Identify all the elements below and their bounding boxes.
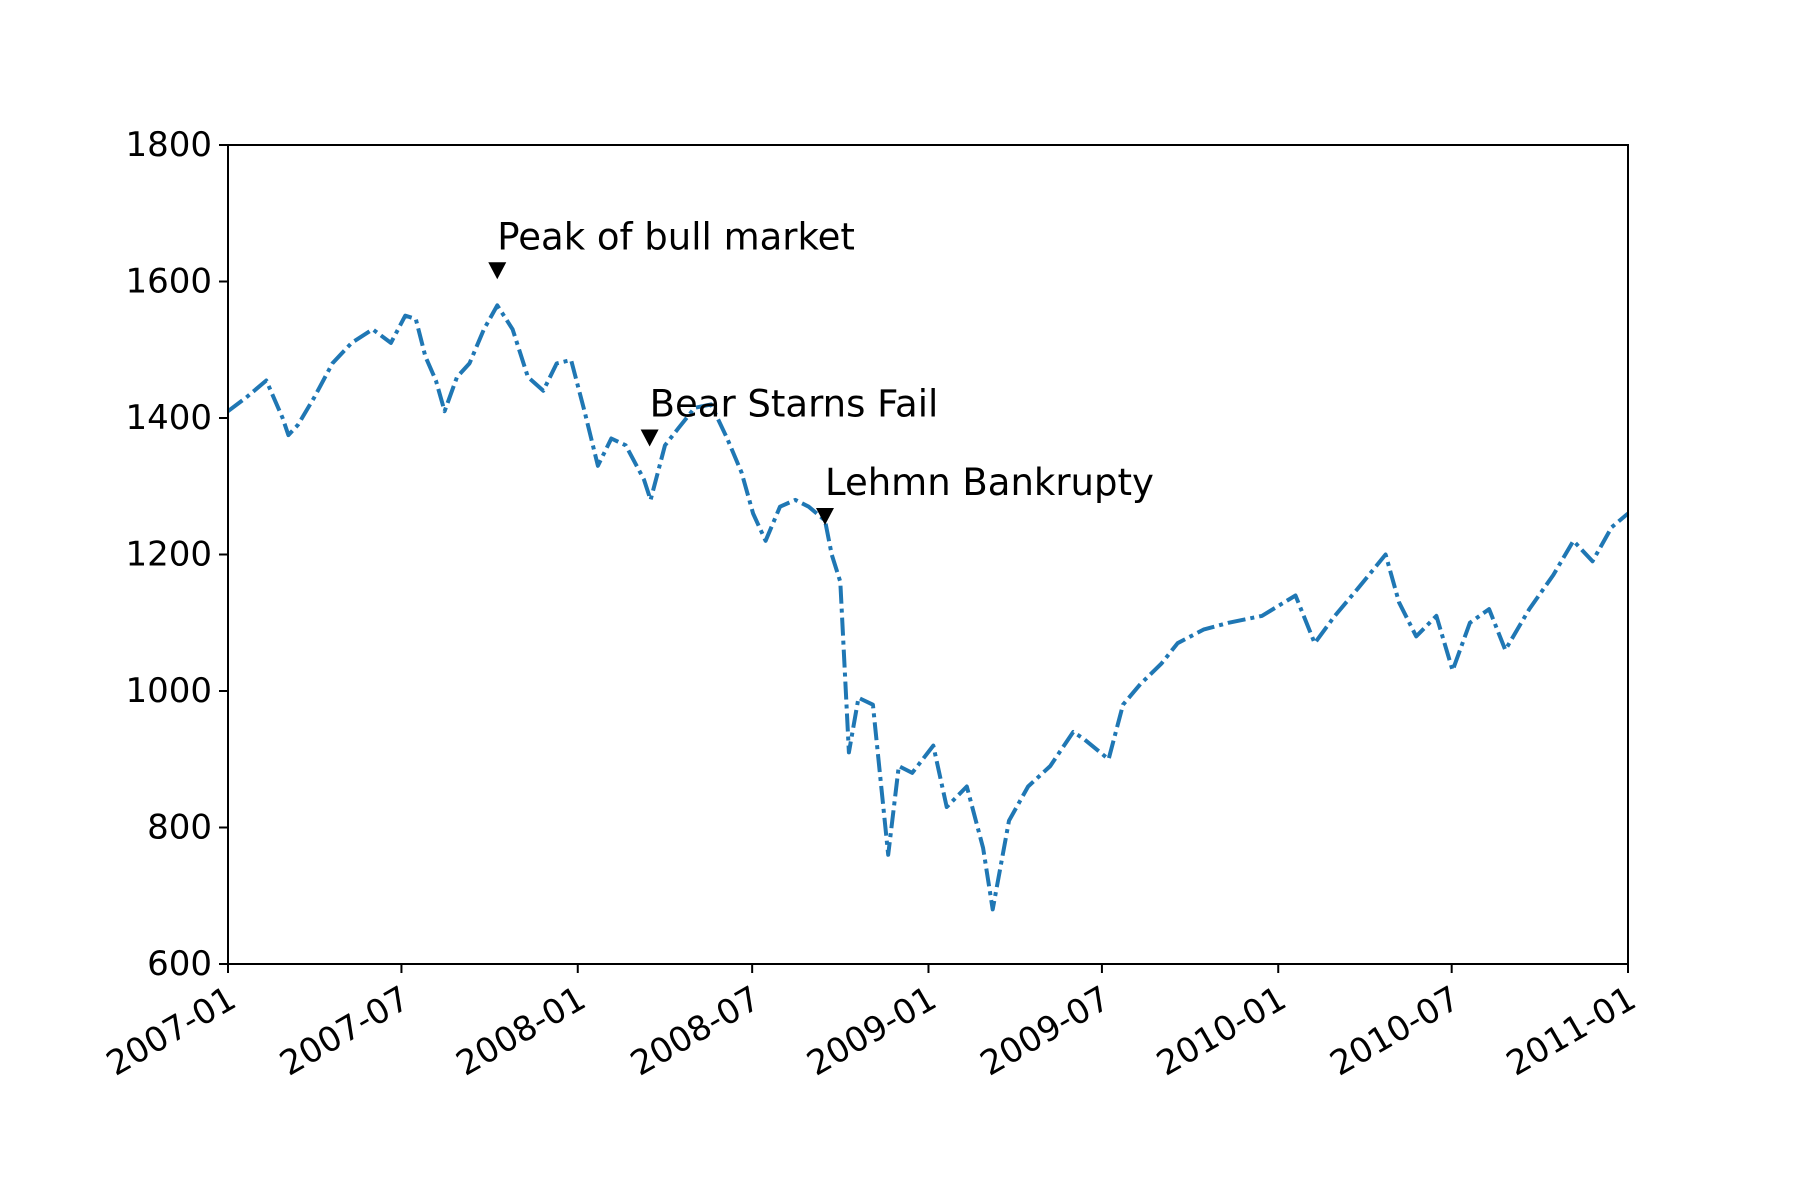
x-tick-label: 2008-07 xyxy=(624,979,767,1085)
annotation-label-2: Bear Starns Fail xyxy=(650,382,939,425)
x-tick-label: 2010-07 xyxy=(1324,979,1467,1085)
annotation-marker-2 xyxy=(640,429,659,447)
plot-frame xyxy=(227,144,1629,965)
y-tick-label: 1200 xyxy=(125,535,212,575)
annotation-label-1: Peak of bull market xyxy=(497,215,855,258)
x-tick-label: 2007-07 xyxy=(273,979,416,1085)
y-tick-label: 1600 xyxy=(125,262,212,302)
series-line-1 xyxy=(226,303,1630,912)
y-tick-label: 800 xyxy=(147,808,212,848)
y-tick-label: 1400 xyxy=(125,398,212,438)
x-tick-label: 2007-01 xyxy=(100,979,243,1085)
y-tick-label: 600 xyxy=(147,944,212,984)
annotation-label-3: Lehmn Bankrupty xyxy=(825,461,1154,504)
x-tick-label: 2009-01 xyxy=(800,979,943,1085)
x-tick-label: 2011-01 xyxy=(1500,979,1643,1085)
annotation-layer: Peak of bull market Bear Starns Fail Lehmn… xyxy=(488,215,1154,525)
x-tick-label: 2010-01 xyxy=(1150,979,1293,1085)
annotation-marker-3 xyxy=(815,507,834,525)
annotation-marker-1 xyxy=(488,262,507,280)
x-tick-label: 2009-07 xyxy=(974,979,1117,1085)
y-tick-label: 1800 xyxy=(125,125,212,165)
y-tick-label: 1000 xyxy=(125,671,212,711)
x-tick-label: 2008-01 xyxy=(450,979,593,1085)
axes-layer: 2007-01 2007-07 2008-01 2008-07 2009-01 2009-… xyxy=(100,125,1643,1084)
series-layer xyxy=(226,303,1630,912)
